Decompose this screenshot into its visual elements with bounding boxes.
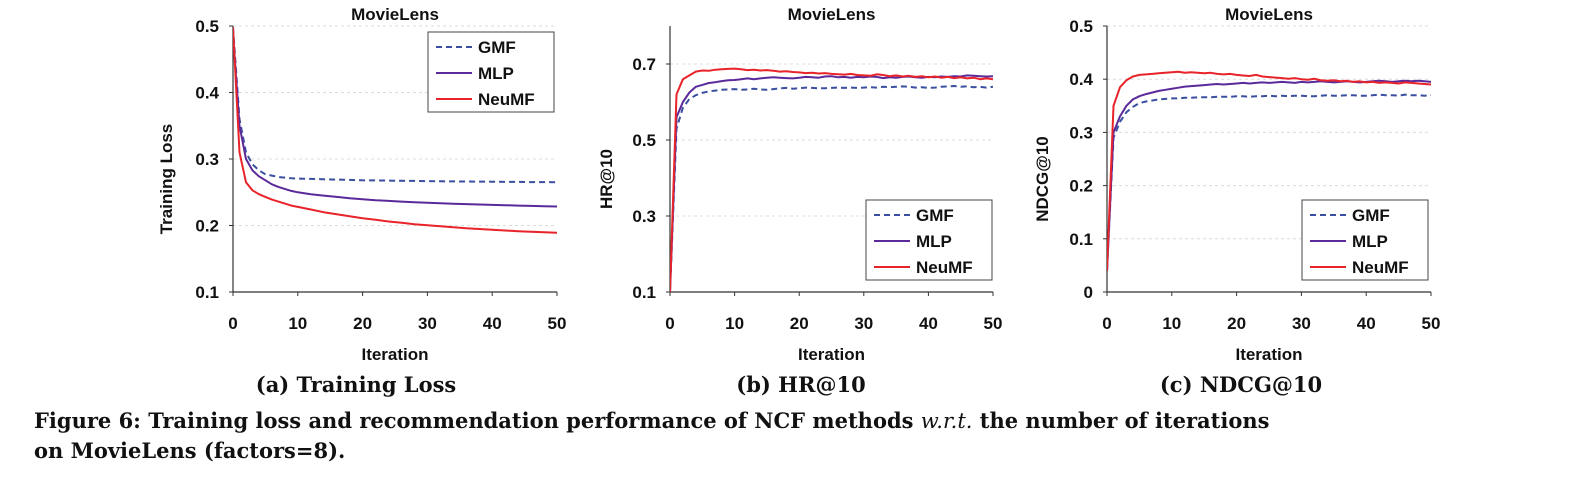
x-tick-label: 40 bbox=[483, 314, 502, 333]
series-line-gmf bbox=[233, 27, 557, 184]
chart-panel-3: 0 0.1 0.2 0.3 0.4 0.5 0 10 20 30 40 50 MovieLens Iter… bbox=[1033, 5, 1440, 397]
caption-text-1: Figure 6: Training loss and recommendati… bbox=[34, 408, 921, 433]
x-tick-label: 10 bbox=[725, 314, 744, 333]
panel-subcaption: (b) HR@10 bbox=[736, 372, 865, 397]
x-axis-label: Iteration bbox=[798, 345, 865, 364]
x-tick-label: 50 bbox=[1422, 314, 1441, 333]
x-tick-label: 50 bbox=[984, 314, 1003, 333]
y-tick-label: 0.5 bbox=[195, 17, 219, 36]
x-tick-label: 30 bbox=[418, 314, 437, 333]
x-tick-label: 20 bbox=[353, 314, 372, 333]
legend: GMF MLP NeuMF bbox=[1301, 199, 1429, 281]
caption-text-3: on MovieLens (factors=8). bbox=[34, 438, 346, 463]
panel-title: MovieLens bbox=[788, 5, 876, 24]
x-tick-label: 0 bbox=[228, 314, 237, 333]
y-tick-label: 0.5 bbox=[1069, 17, 1093, 36]
figure-panels: 0.1 0.2 0.3 0.4 0.5 0 10 20 30 40 50 MovieLens Itera… bbox=[157, 5, 1440, 397]
x-tick-label: 50 bbox=[548, 314, 567, 333]
x-tick-label: 0 bbox=[1102, 314, 1111, 333]
panel-subcaption: (c) NDCG@10 bbox=[1160, 372, 1322, 397]
legend-label-mlp: MLP bbox=[478, 64, 514, 83]
y-tick-label: 0.4 bbox=[1069, 70, 1093, 89]
legend-label-gmf: GMF bbox=[478, 38, 516, 57]
x-axis-label: Iteration bbox=[361, 345, 428, 364]
caption-text-2: the number of iterations bbox=[972, 408, 1270, 433]
y-tick-label: 0.2 bbox=[195, 217, 219, 236]
x-tick-label: 40 bbox=[919, 314, 938, 333]
figure-caption-line-2: on MovieLens (factors=8). bbox=[34, 438, 345, 463]
legend-label-mlp: MLP bbox=[916, 232, 952, 251]
y-tick-label: 0.2 bbox=[1069, 177, 1093, 196]
caption-italic: w.r.t. bbox=[920, 409, 973, 433]
y-axis-label: NDCG@10 bbox=[1033, 136, 1052, 222]
x-tick-label: 10 bbox=[288, 314, 307, 333]
series-line-mlp bbox=[1107, 79, 1431, 271]
y-tick-label: 0.3 bbox=[1069, 123, 1093, 142]
chart-panel-2: 0.1 0.3 0.5 0.7 0 10 20 30 40 50 MovieLens Iteratio… bbox=[597, 5, 1002, 397]
legend-label-mlp: MLP bbox=[1352, 232, 1388, 251]
x-tick-label: 20 bbox=[790, 314, 809, 333]
y-tick-label: 0.1 bbox=[1069, 230, 1093, 249]
legend-label-gmf: GMF bbox=[916, 206, 954, 225]
series-group bbox=[670, 67, 993, 292]
x-tick-label: 20 bbox=[1227, 314, 1246, 333]
y-tick-label: 0.5 bbox=[632, 131, 656, 150]
y-axis-label: HR@10 bbox=[597, 149, 616, 209]
legend: GMF MLP NeuMF bbox=[865, 199, 993, 281]
y-tick-label: 0.3 bbox=[195, 150, 219, 169]
y-tick-label: 0.4 bbox=[195, 84, 219, 103]
y-tick-label: 0.1 bbox=[632, 283, 656, 302]
series-line-mlp bbox=[233, 32, 557, 208]
x-axis-label: Iteration bbox=[1235, 345, 1302, 364]
y-tick-label: 0.3 bbox=[632, 207, 656, 226]
series-line-neumf bbox=[233, 27, 557, 234]
panel-title: MovieLens bbox=[351, 5, 439, 24]
panel-title: MovieLens bbox=[1225, 5, 1313, 24]
x-tick-label: 30 bbox=[854, 314, 873, 333]
legend-label-neumf: NeuMF bbox=[478, 90, 535, 109]
y-tick-label: 0.7 bbox=[632, 55, 656, 74]
legend-label-neumf: NeuMF bbox=[1352, 258, 1409, 277]
x-tick-label: 10 bbox=[1162, 314, 1181, 333]
x-tick-label: 0 bbox=[665, 314, 674, 333]
series-line-gmf bbox=[670, 85, 993, 292]
chart-panel-1: 0.1 0.2 0.3 0.4 0.5 0 10 20 30 40 50 MovieLens Itera… bbox=[157, 5, 566, 397]
figure-caption-line-1: Figure 6: Training loss and recommendati… bbox=[34, 408, 1269, 433]
series-group bbox=[1107, 70, 1431, 271]
panel-subcaption: (a) Training Loss bbox=[256, 372, 456, 397]
legend-label-neumf: NeuMF bbox=[916, 258, 973, 277]
legend: GMF MLP NeuMF bbox=[427, 31, 555, 113]
series-line-neumf bbox=[670, 67, 993, 292]
x-tick-label: 40 bbox=[1357, 314, 1376, 333]
series-line-neumf bbox=[1107, 70, 1431, 271]
y-tick-label: 0.1 bbox=[195, 283, 219, 302]
legend-label-gmf: GMF bbox=[1352, 206, 1390, 225]
x-tick-label: 30 bbox=[1292, 314, 1311, 333]
y-tick-label: 0 bbox=[1084, 283, 1093, 302]
series-group bbox=[233, 27, 557, 234]
y-axis-label: Training Loss bbox=[157, 124, 176, 235]
